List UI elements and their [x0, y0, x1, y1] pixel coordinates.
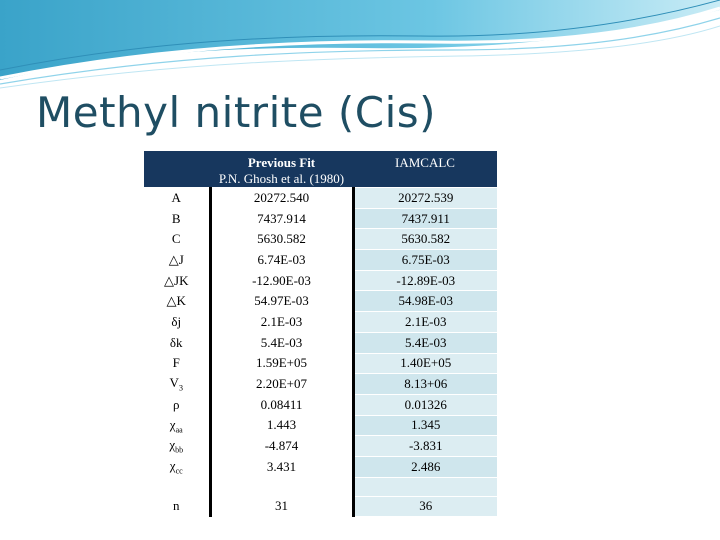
param-symbol: δk [169, 334, 183, 350]
spacer-row [144, 477, 497, 497]
iamcalc-cell: 8.13+06 [353, 373, 497, 395]
param-symbol: V [169, 375, 179, 391]
param-cell: △J [144, 249, 210, 271]
previous-fit-cell: 31 [208, 496, 355, 518]
param-symbol: C [171, 231, 181, 247]
table-row: △K 54.97E-03 54.98E-03 [144, 290, 497, 313]
iamcalc-cell: 5630.582 [353, 228, 497, 251]
iamcalc-cell: -12.89E-03 [353, 270, 497, 292]
table-row: B 7437.914 7437.911 [144, 208, 497, 230]
table-row: △J 6.74E-03 6.75E-03 [144, 249, 497, 271]
table-row: V3 2.20E+07 8.13+06 [144, 373, 497, 395]
previous-fit-cell: 5.4E-03 [208, 332, 355, 354]
param-subscript: cc [175, 466, 183, 476]
spacer-cell [353, 477, 497, 497]
param-symbol: δj [171, 313, 182, 329]
param-cell: △JK [144, 270, 210, 292]
table-row: A 20272.540 20272.539 [144, 187, 497, 209]
param-cell: V3 [144, 373, 210, 395]
param-cell: C [144, 228, 210, 251]
iamcalc-cell: 2.486 [353, 456, 497, 478]
table-row-n: n 31 36 [144, 496, 497, 518]
table-row: χaa 1.443 1.345 [144, 415, 497, 437]
iamcalc-cell: 1.40E+05 [353, 353, 497, 375]
iamcalc-cell: 7437.911 [353, 208, 497, 230]
slide-title: Methyl nitrite (Cis) [36, 88, 437, 137]
previous-fit-cell: 54.97E-03 [208, 290, 355, 313]
param-symbol: ρ [173, 396, 180, 412]
param-symbol: △JK [164, 272, 189, 288]
param-cell: F [144, 353, 210, 375]
header-previous-fit-title: Previous Fit [247, 155, 316, 170]
param-symbol: F [172, 355, 180, 371]
param-cell: δj [144, 311, 210, 333]
header-iamcalc: IAMCALC [353, 151, 497, 188]
previous-fit-cell: 7437.914 [208, 208, 355, 230]
param-symbol: B [171, 210, 181, 226]
previous-fit-cell: 1.59E+05 [208, 353, 355, 375]
table-body: A 20272.540 20272.539 B 7437.914 7437.911 C 563… [144, 187, 497, 518]
param-subscript: 3 [178, 383, 183, 393]
iamcalc-cell: -3.831 [353, 435, 497, 457]
table-row: C 5630.582 5630.582 [144, 228, 497, 251]
parameter-table: Previous Fit P.N. Ghosh et al. (1980) IA… [144, 151, 497, 518]
iamcalc-cell: 54.98E-03 [353, 290, 497, 313]
spacer-cell [208, 477, 355, 497]
iamcalc-cell: 20272.539 [353, 187, 497, 209]
param-subscript: bb [175, 445, 184, 455]
param-symbol: χ [169, 437, 176, 453]
table-row: χbb -4.874 -3.831 [144, 435, 497, 457]
param-cell: n [144, 496, 210, 518]
param-cell: A [144, 187, 210, 209]
previous-fit-cell: 20272.540 [208, 187, 355, 209]
param-cell: B [144, 208, 210, 230]
param-symbol: △J [168, 251, 184, 267]
param-cell: △K [144, 290, 210, 313]
decorative-swoosh [0, 0, 720, 89]
param-cell: ρ [144, 394, 210, 416]
header-previous-fit: Previous Fit P.N. Ghosh et al. (1980) [210, 151, 353, 188]
iamcalc-cell: 0.01326 [353, 394, 497, 416]
iamcalc-cell: 6.75E-03 [353, 249, 497, 271]
header-previous-fit-source: P.N. Ghosh et al. (1980) [218, 171, 345, 186]
previous-fit-cell: 2.20E+07 [208, 373, 355, 395]
iamcalc-cell: 5.4E-03 [353, 332, 497, 354]
param-cell: χbb [144, 435, 210, 457]
param-subscript: aa [175, 425, 183, 435]
iamcalc-cell: 1.345 [353, 415, 497, 437]
param-symbol: △K [166, 293, 186, 309]
table-row: △JK -12.90E-03 -12.89E-03 [144, 270, 497, 292]
header-param [144, 151, 210, 188]
previous-fit-cell: 6.74E-03 [208, 249, 355, 271]
previous-fit-cell: 5630.582 [208, 228, 355, 251]
iamcalc-cell: 2.1E-03 [353, 311, 497, 333]
table-row: δk 5.4E-03 5.4E-03 [144, 332, 497, 354]
iamcalc-cell: 36 [353, 496, 497, 518]
previous-fit-cell: 0.08411 [208, 394, 355, 416]
previous-fit-cell: 1.443 [208, 415, 355, 437]
table-row: F 1.59E+05 1.40E+05 [144, 353, 497, 375]
param-symbol: χ [169, 457, 176, 473]
param-cell: χcc [144, 456, 210, 478]
previous-fit-cell: 3.431 [208, 456, 355, 478]
table-header-row: Previous Fit P.N. Ghosh et al. (1980) IA… [144, 151, 497, 188]
param-symbol: χ [169, 416, 176, 432]
table-row: ρ 0.08411 0.01326 [144, 394, 497, 416]
param-cell: χaa [144, 415, 210, 437]
previous-fit-cell: -12.90E-03 [208, 270, 355, 292]
table-row: δj 2.1E-03 2.1E-03 [144, 311, 497, 333]
table-row: χcc 3.431 2.486 [144, 456, 497, 478]
previous-fit-cell: -4.874 [208, 435, 355, 457]
previous-fit-cell: 2.1E-03 [208, 311, 355, 333]
spacer-cell [144, 477, 210, 497]
param-cell: δk [144, 332, 210, 354]
param-symbol: A [171, 189, 181, 205]
